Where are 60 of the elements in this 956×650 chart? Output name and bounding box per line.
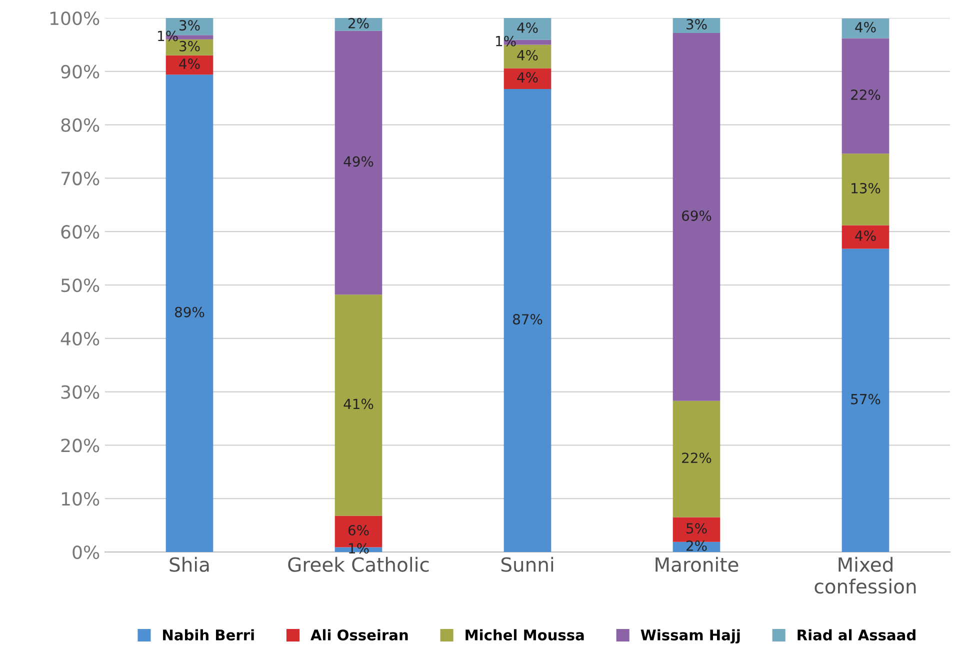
bar — [842, 225, 890, 249]
data-label: 3% — [180, 40, 200, 52]
data-label: 89% — [175, 306, 204, 318]
legend-label: Michel Moussa — [466, 629, 584, 640]
y-tick-label: 90% — [61, 64, 100, 79]
legend-label: Ali Osseiran — [310, 629, 408, 640]
bar — [842, 154, 890, 226]
data-label: 22% — [682, 452, 712, 464]
bar — [672, 400, 720, 518]
data-label: 2% — [686, 540, 707, 551]
legend-label: Nabih Berri — [163, 629, 254, 640]
bar — [504, 44, 552, 68]
bar — [504, 68, 552, 90]
x-tick-label: Shia — [170, 556, 209, 572]
x-tick-label: Greek Catholic — [288, 556, 429, 572]
data-label: 4% — [517, 72, 538, 83]
x-tick-label: Maronite — [656, 556, 738, 572]
bar — [334, 18, 382, 31]
data-label: 3% — [180, 20, 200, 31]
bar — [166, 55, 214, 75]
y-tick-label: 100% — [50, 11, 100, 26]
bar — [842, 38, 890, 154]
y-tick-label: 0% — [72, 545, 100, 560]
data-label: 4% — [517, 50, 538, 60]
data-label: 4% — [179, 58, 200, 70]
bar — [672, 18, 720, 33]
y-tick-label: 80% — [61, 118, 100, 132]
legend-label: Wissam Hajj — [640, 629, 740, 644]
bar — [166, 74, 214, 552]
legend-label: Riad al Assaad — [798, 629, 916, 640]
x-tick-label: Sunni — [501, 556, 554, 572]
bar — [504, 89, 552, 552]
y-tick-label: 20% — [61, 438, 100, 452]
bar — [334, 294, 382, 516]
data-label: 87% — [513, 314, 542, 325]
data-label: 69% — [682, 210, 712, 221]
bar — [334, 30, 382, 295]
data-label: 4% — [855, 230, 876, 241]
y-tick-label: 10% — [62, 492, 100, 506]
data-label: 5% — [686, 523, 707, 534]
y-tick-label: 60% — [61, 225, 100, 239]
data-label: 22% — [851, 89, 880, 100]
bar — [672, 32, 720, 401]
data-label: 49% — [344, 156, 374, 167]
data-label: 57% — [851, 394, 880, 404]
x-tick-label: Mixed confession — [814, 556, 916, 594]
bar — [672, 517, 720, 542]
y-tick-label: 70% — [61, 172, 100, 186]
data-label: 3% — [686, 19, 707, 30]
bar — [842, 18, 890, 38]
y-tick-label: 30% — [61, 385, 100, 399]
bar — [842, 248, 890, 552]
data-label: 13% — [852, 182, 880, 194]
y-tick-label: 50% — [61, 278, 100, 292]
y-tick-label: 40% — [60, 332, 100, 346]
data-label: 6% — [348, 524, 369, 536]
data-label: 4% — [855, 22, 876, 32]
data-label: 2% — [348, 18, 369, 28]
data-label: 41% — [344, 398, 374, 410]
data-label: 4% — [517, 22, 538, 33]
